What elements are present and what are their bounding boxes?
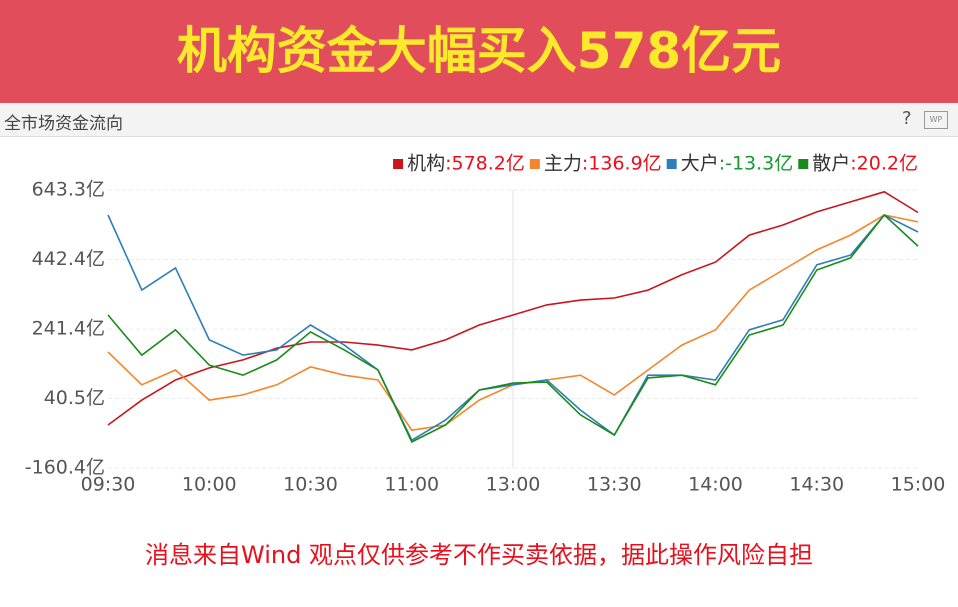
- legend-label: 大户: [681, 153, 719, 175]
- chart: -160.4亿 40.5亿 241.4亿 442.4亿 643.3亿 09:30 10:00…: [25, 153, 946, 496]
- x-tick-label: 11:00: [384, 474, 439, 496]
- x-tick-label: 13:00: [486, 474, 541, 496]
- y-tick-label: 643.3亿: [32, 179, 105, 201]
- disclaimer: 消息来自Wind 观点仅供参考不作买卖依据，据此操作风险自担: [145, 541, 813, 569]
- wp-icon[interactable]: WP: [924, 111, 948, 129]
- x-tick-label: 10:30: [283, 474, 338, 496]
- legend-label: 机构: [407, 153, 445, 175]
- legend-label: 主力: [544, 153, 582, 175]
- series-line: [107, 214, 919, 442]
- legend-swatch: [529, 159, 540, 169]
- legend-value: :-13.3亿: [719, 153, 794, 175]
- x-tick-label: 09:30: [81, 474, 136, 496]
- legend-label: 散户: [812, 153, 850, 175]
- y-tick-label: 241.4亿: [32, 318, 105, 340]
- x-tick-label: 10:00: [182, 474, 237, 496]
- banner-title: 机构资金大幅买入578亿元: [0, 0, 958, 103]
- legend-swatch: [393, 159, 404, 169]
- panel-header: 全市场资金流向 ? WP: [0, 103, 958, 137]
- legend-value: :136.9亿: [582, 153, 662, 175]
- y-tick-label: 40.5亿: [44, 387, 105, 409]
- series-line: [107, 213, 919, 443]
- x-tick-label: 13:30: [587, 474, 642, 496]
- x-tick-label: 15:00: [891, 474, 946, 496]
- legend-value: :20.2亿: [850, 153, 918, 175]
- y-tick-label: -160.4亿: [25, 457, 105, 479]
- help-button[interactable]: ?: [902, 108, 912, 129]
- series-line: [107, 190, 919, 426]
- legend-swatch: [666, 159, 677, 169]
- panel-title: 全市场资金流向: [4, 114, 123, 134]
- legend-swatch: [798, 159, 809, 169]
- y-tick-label: 442.4亿: [32, 248, 105, 270]
- legend-value: :578.2亿: [445, 153, 525, 175]
- x-tick-label: 14:00: [688, 474, 743, 496]
- x-tick-label: 14:30: [789, 474, 844, 496]
